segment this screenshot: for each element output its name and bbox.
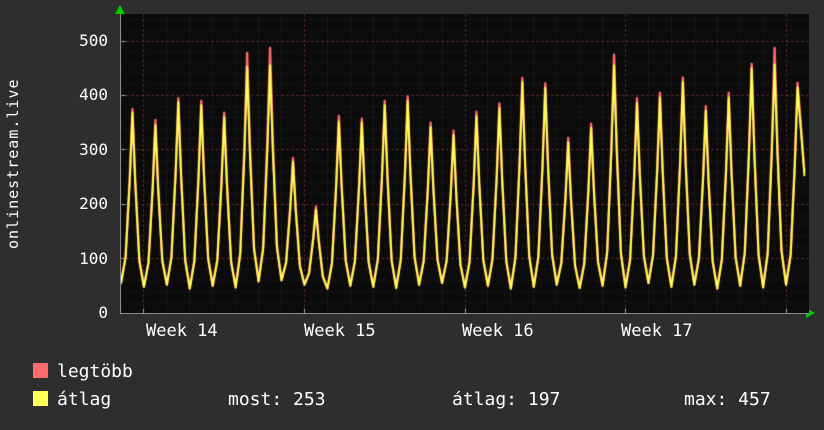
x-tick-label-week-14: Week 14	[146, 321, 218, 341]
x-tick-label-week-16: Week 16	[462, 321, 534, 341]
legend-label-max: legtöbb	[57, 361, 133, 382]
x-axis-arrow-icon	[806, 308, 815, 318]
site-title-vertical: onlinestream.live	[4, 78, 22, 249]
y-tick-label-300: 300	[79, 140, 108, 159]
stat-most: most: 253	[228, 389, 326, 410]
legend-swatch-max	[33, 363, 48, 378]
plot-area	[120, 14, 809, 314]
y-tick-label-0: 0	[98, 303, 108, 322]
stat-max: max: 457	[684, 389, 771, 410]
y-tick-label-500: 500	[79, 31, 108, 50]
y-axis-arrow-icon	[115, 5, 125, 14]
y-tick-label-400: 400	[79, 85, 108, 104]
legend-label-avg: átlag	[57, 389, 112, 410]
stat-atlag: átlag: 197	[452, 389, 561, 410]
x-tick-label-week-15: Week 15	[304, 321, 376, 341]
chart-canvas	[121, 14, 809, 313]
y-tick-label-100: 100	[79, 249, 108, 268]
legend-swatch-avg	[33, 391, 48, 406]
x-tick-label-week-17: Week 17	[621, 321, 693, 341]
y-tick-label-200: 200	[79, 194, 108, 213]
